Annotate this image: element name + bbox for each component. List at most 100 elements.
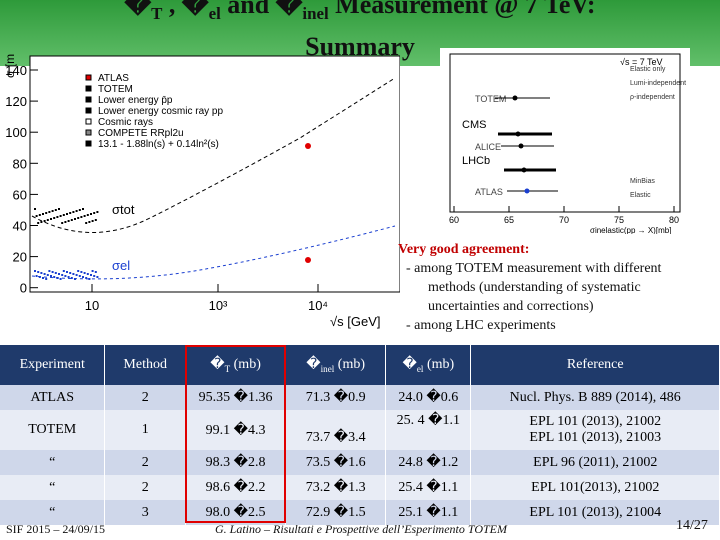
- x-tick-label: 10: [85, 298, 99, 313]
- point: [69, 272, 72, 274]
- table-cell: Nucl. Phys. B 889 (2014), 486: [470, 385, 720, 410]
- text-part: (mb): [423, 357, 455, 373]
- text-part: �: [210, 357, 225, 373]
- experiment-label: LHCb: [462, 155, 490, 167]
- y-axis-label: σ [m: [3, 54, 17, 78]
- table-cell: 25. 4 �1.1: [385, 410, 472, 450]
- table-cell: EPL 96 (2011), 21002: [470, 450, 720, 475]
- point: [66, 271, 68, 273]
- subscript: inel: [302, 4, 329, 24]
- point: [61, 222, 64, 224]
- point: [80, 216, 83, 218]
- inset-content: √s = 7 TeV TOTEM CMS ALICE LHCb ATLAS Elastic …: [449, 57, 686, 234]
- x-tick-label: 75: [614, 215, 624, 225]
- legend-label: Lumi-independent: [630, 80, 686, 87]
- text-part: Experiment: [19, 357, 85, 372]
- point: [56, 216, 59, 218]
- point: [93, 275, 96, 277]
- table-cell: TOTEM: [0, 410, 106, 450]
- table-cell: EPL 101 (2013), 21004: [470, 500, 720, 525]
- point: [45, 212, 48, 214]
- point: [86, 214, 89, 216]
- point: [35, 275, 38, 277]
- header-cell: �el (mb): [385, 345, 472, 385]
- measurement-point: [512, 95, 518, 101]
- point: [94, 219, 97, 221]
- inset-plot: √s = 7 TeV TOTEM CMS ALICE LHCb ATLAS Elastic …: [440, 48, 690, 234]
- point: [77, 217, 80, 219]
- header-cell: �inel (mb): [285, 345, 387, 385]
- table-cell: 3: [104, 500, 186, 525]
- header-row: Experiment Method �T (mb) �inel (mb) �el (mb…: [0, 345, 720, 385]
- point: [83, 215, 86, 217]
- legend-label: ρ-independent: [630, 94, 675, 101]
- notes-line: uncertainties and corrections): [428, 299, 594, 314]
- experiment-label: CMS: [462, 119, 486, 131]
- legend-symbol: [85, 96, 92, 103]
- point: [38, 276, 41, 278]
- point: [50, 275, 52, 277]
- point: [64, 221, 67, 223]
- text-part: �: [402, 357, 417, 373]
- point: [38, 214, 41, 216]
- header-cell: �T (mb): [185, 345, 287, 385]
- point: [35, 215, 38, 217]
- point: [88, 278, 91, 280]
- x-axis-label: σinelastic(pp → X)[mb]: [590, 226, 671, 234]
- table-cell: 25.1 �1.1: [385, 500, 472, 525]
- point: [90, 274, 92, 276]
- inset-bg: [440, 48, 690, 234]
- point: [96, 276, 99, 278]
- table-row: “2 98.6 �2.2 73.2 �1.3 25.4 �1.1 EPL 101(201…: [0, 475, 720, 500]
- point: [53, 276, 56, 278]
- measurement-point: [515, 131, 521, 137]
- summary-table: Experiment Method �T (mb) �inel (mb) �el (mb…: [0, 345, 720, 525]
- y-tick-label: 60: [13, 187, 27, 202]
- point: [305, 257, 311, 263]
- legend-symbol: [85, 140, 92, 147]
- point: [42, 277, 44, 279]
- point: [70, 277, 73, 279]
- y-tick-label: 120: [5, 94, 27, 109]
- point: [93, 212, 96, 214]
- point: [56, 277, 59, 279]
- point: [34, 208, 36, 210]
- point: [58, 208, 60, 210]
- point: [37, 222, 40, 224]
- point: [94, 271, 97, 273]
- curve-label: σel: [112, 258, 130, 273]
- legend-label: Elastic only: [630, 66, 666, 73]
- table-cell: “: [0, 450, 106, 475]
- point: [59, 278, 62, 280]
- point: [48, 270, 51, 272]
- sigma-el-curve: [31, 225, 396, 280]
- text-part: Measurement @ 7 TeV:: [328, 0, 596, 19]
- point: [58, 273, 60, 275]
- table-cell: 2: [104, 385, 186, 410]
- point: [62, 214, 65, 216]
- table-cell: 98.6 �2.2: [185, 475, 287, 500]
- subscript: T: [224, 363, 231, 374]
- point: [54, 209, 57, 211]
- y-tick-label: 140: [5, 63, 27, 78]
- x-tick-label: 80: [669, 215, 679, 225]
- table-cell: 98.3 �2.8: [185, 450, 287, 475]
- point: [75, 210, 78, 212]
- table-cell: 73.2 �1.3: [285, 475, 387, 500]
- point: [34, 270, 36, 272]
- table-row: TOTEM 1 99.1 �4.3 73.7 �3.4 25. 4 �1.1 EPL 10…: [0, 410, 720, 450]
- legend-symbol: [85, 85, 92, 92]
- point: [72, 273, 75, 275]
- table-row: ATLAS 2 95.35 �1.36 71.3 �0.9 24.0 �0.6 Nucl.…: [0, 385, 720, 410]
- curve-label: σtot: [112, 202, 135, 217]
- text-part: Reference: [566, 357, 624, 372]
- x-tick-label: 10⁴: [308, 298, 328, 313]
- legend-label: MinBias: [630, 178, 655, 185]
- legend-label: ATLAS: [98, 73, 129, 84]
- cell-line: EPL 101 (2013), 21002: [529, 414, 662, 429]
- table-cell: 1: [104, 410, 186, 450]
- cell-line: EPL 101(2013), 21002: [531, 479, 660, 495]
- point: [305, 143, 311, 149]
- text-part: �: [306, 357, 321, 373]
